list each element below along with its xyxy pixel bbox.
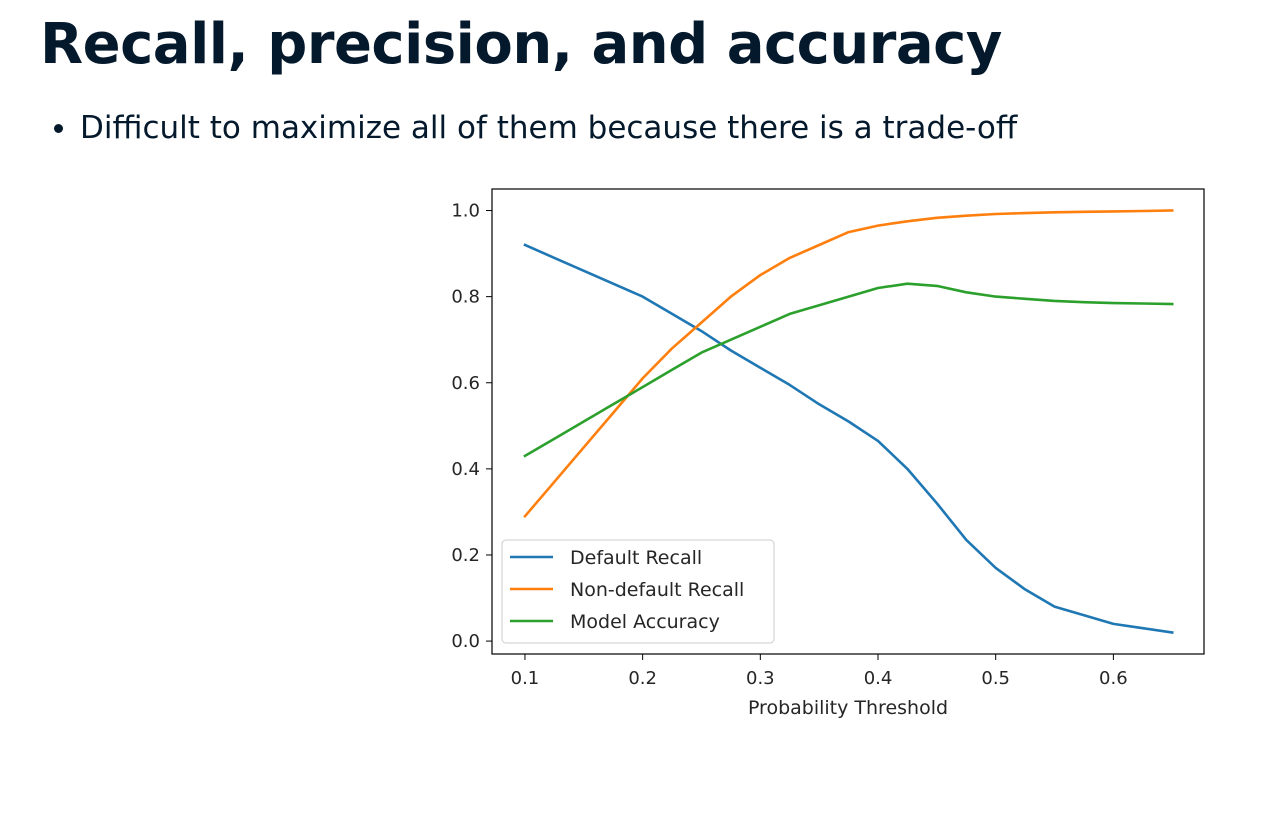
legend: Default Recall Non-default Recall Model Ac… <box>501 539 775 644</box>
x-tick-label: 0.1 <box>511 668 540 689</box>
x-tick-label: 0.2 <box>628 668 657 689</box>
y-tick-label: 0.2 <box>451 545 480 566</box>
legend-label: Default Recall <box>570 547 702 569</box>
plot-lines <box>523 209 1174 634</box>
y-tick-label: 0.8 <box>451 287 480 308</box>
bullet-dot-icon <box>54 124 63 133</box>
y-tick-label: 0.4 <box>451 459 480 480</box>
x-axis-label: Probability Threshold <box>748 697 948 719</box>
slide-title: Recall, precision, and accuracy <box>40 12 1002 77</box>
x-axis: 0.1 0.2 0.3 0.4 0.5 0.6 <box>511 654 1128 689</box>
legend-label: Model Accuracy <box>570 611 720 633</box>
legend-label: Non-default Recall <box>570 579 744 601</box>
x-tick-label: 0.3 <box>746 668 775 689</box>
x-tick-label: 0.5 <box>981 668 1010 689</box>
bullet-list: Difficult to maximize all of them becaus… <box>50 108 1017 148</box>
x-tick-label: 0.4 <box>864 668 893 689</box>
x-tick-label: 0.6 <box>1099 668 1128 689</box>
series-line-default-recall <box>523 243 1174 634</box>
bullet-item: Difficult to maximize all of them becaus… <box>50 108 1017 148</box>
series-line-model-accuracy <box>523 282 1174 458</box>
bullet-text: Difficult to maximize all of them becaus… <box>80 110 1018 146</box>
y-tick-label: 0.0 <box>451 631 480 652</box>
series-line-non-default-recall <box>523 209 1174 519</box>
y-axis: 0.0 0.2 0.4 0.6 0.8 1.0 <box>451 201 492 652</box>
legend-box <box>501 539 775 644</box>
y-tick-label: 0.6 <box>451 373 480 394</box>
plot-frame <box>491 188 1205 655</box>
y-tick-label: 1.0 <box>451 201 480 222</box>
